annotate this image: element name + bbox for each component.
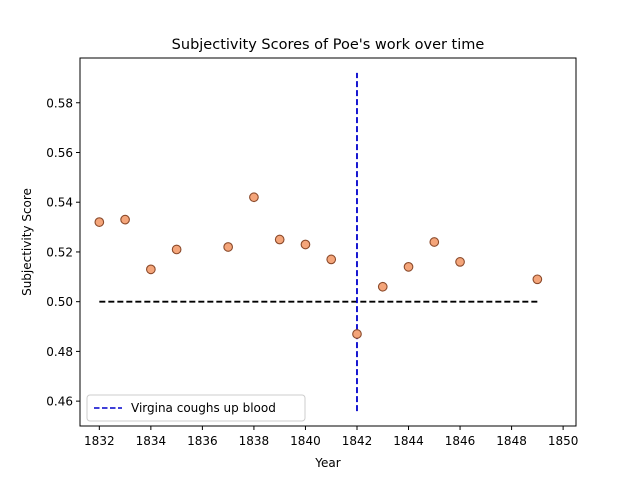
chart-title: Subjectivity Scores of Poe's work over t… bbox=[172, 37, 485, 53]
y-tick-label: 0.46 bbox=[46, 395, 73, 409]
x-tick-label: 1844 bbox=[393, 434, 424, 448]
y-tick-label: 0.52 bbox=[46, 245, 73, 259]
data-point bbox=[377, 281, 388, 292]
x-tick-label: 1850 bbox=[548, 434, 579, 448]
x-tick-label: 1834 bbox=[136, 434, 167, 448]
data-point bbox=[403, 262, 414, 272]
plot-content bbox=[94, 72, 543, 412]
data-point bbox=[429, 237, 440, 247]
x-tick-label: 1846 bbox=[445, 434, 476, 448]
data-point bbox=[146, 264, 156, 275]
data-point bbox=[274, 234, 285, 245]
y-tick-label: 0.58 bbox=[46, 96, 73, 110]
data-point bbox=[352, 329, 362, 339]
x-tick-label: 1836 bbox=[187, 434, 218, 448]
x-tick-label: 1848 bbox=[496, 434, 527, 448]
legend-entry-label: Virgina coughs up blood bbox=[131, 401, 276, 415]
plot-frame bbox=[79, 57, 577, 427]
x-tick-label: 1842 bbox=[342, 434, 373, 448]
y-tick-label: 0.56 bbox=[46, 146, 73, 160]
x-tick-label: 1832 bbox=[84, 434, 115, 448]
x-tick-label: 1838 bbox=[239, 434, 270, 448]
y-tick-label: 0.48 bbox=[46, 345, 73, 359]
data-point bbox=[455, 257, 465, 267]
data-point bbox=[249, 192, 259, 203]
y-axis: 0.46 0.48 0.50 0.52 0.54 0.56 0.58 bbox=[46, 96, 80, 409]
x-axis-label: Year bbox=[314, 456, 340, 470]
y-axis-label: Subjectivity Score bbox=[20, 188, 34, 296]
data-point bbox=[326, 254, 337, 265]
data-point bbox=[120, 214, 130, 225]
data-point bbox=[532, 274, 543, 285]
legend-box bbox=[86, 394, 306, 422]
x-tick-label: 1840 bbox=[290, 434, 321, 448]
data-point bbox=[94, 217, 105, 227]
y-tick-label: 0.50 bbox=[46, 295, 73, 309]
data-point bbox=[223, 242, 234, 252]
x-axis: 1832 1834 1836 1838 1840 1842 1844 1846 1848 1850 bbox=[84, 426, 578, 448]
data-point bbox=[300, 239, 311, 250]
legend: Virgina coughs up blood bbox=[86, 394, 306, 422]
y-tick-label: 0.54 bbox=[46, 196, 73, 210]
data-point bbox=[171, 244, 182, 255]
